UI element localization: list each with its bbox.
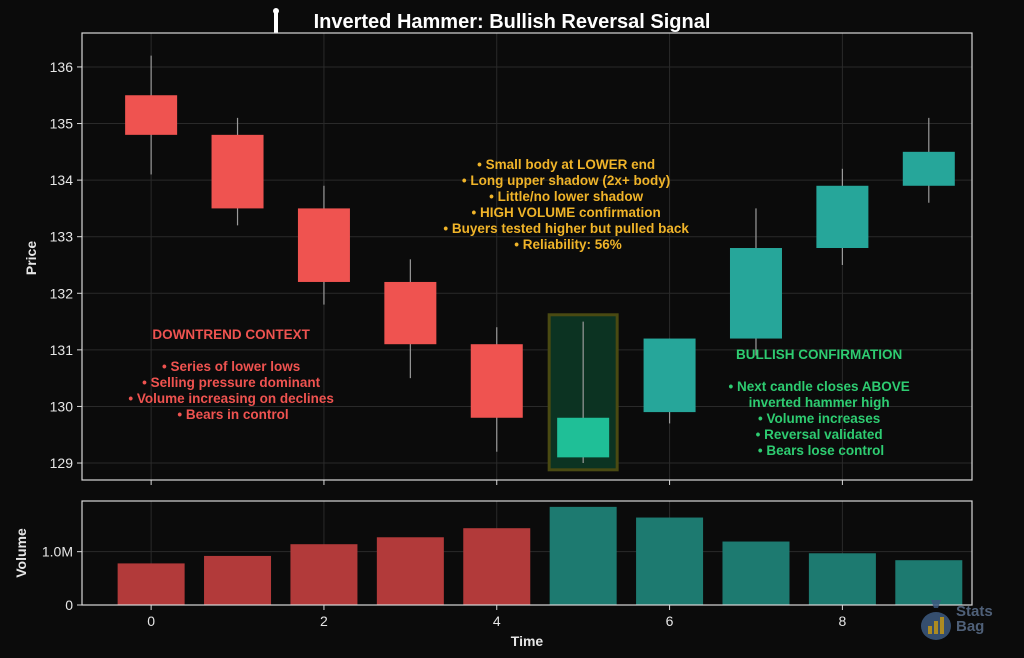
volume-frame — [81, 500, 973, 606]
pattern-notes: • Small body at LOWER end • Long upper s… — [443, 157, 692, 252]
bullish-point: • Volume increases — [758, 411, 880, 426]
price-tick-label: 132 — [50, 285, 74, 301]
price-frame — [81, 32, 973, 481]
watermark-line1: Stats — [956, 603, 993, 620]
time-tick-label: 8 — [838, 613, 846, 629]
pattern-note: • Buyers tested higher but pulled back — [443, 221, 689, 236]
price-axis-label: Price — [23, 241, 39, 275]
price-plot-area — [82, 33, 972, 480]
time-axis-label: Time — [511, 633, 544, 649]
price-tick-label: 131 — [50, 342, 74, 358]
candle-body — [125, 95, 178, 135]
candle-body — [643, 338, 696, 413]
watermark-text: Stats Bag — [956, 604, 993, 634]
bullish-point: • Reversal validated — [756, 427, 883, 442]
chart-title: Inverted Hammer: Bullish Reversal Signal — [314, 11, 711, 33]
bullish-point: inverted hammer high — [749, 395, 890, 410]
volume-bar — [808, 553, 876, 605]
volume-bar — [117, 563, 185, 605]
volume-bar — [376, 537, 444, 605]
downtrend-point: • Volume increasing on declines — [128, 391, 334, 406]
candle-body — [297, 208, 350, 282]
downtrend-title: DOWNTREND CONTEXT — [152, 327, 310, 342]
volume-bar — [204, 555, 272, 605]
price-tick-label: 136 — [50, 59, 74, 75]
candle-body — [384, 281, 437, 345]
volume-panel: 0 1.0M 0 2 4 6 8 — [42, 500, 973, 629]
candle-body — [816, 185, 869, 249]
volume-bar — [290, 544, 358, 605]
price-panel: 129 130 131 132 133 134 135 136 — [50, 32, 973, 485]
price-tick-label: 134 — [50, 172, 74, 188]
time-tick-label: 2 — [320, 613, 328, 629]
volume-tick-label: 1.0M — [42, 544, 73, 560]
candle-body — [470, 344, 523, 418]
time-tick-label: 0 — [147, 613, 155, 629]
price-tick-label: 133 — [50, 229, 74, 245]
price-tick-label: 130 — [50, 398, 74, 414]
time-tick-label: 4 — [493, 613, 501, 629]
money-bag-icon — [921, 600, 951, 640]
volume-bar — [895, 560, 963, 605]
candle-body — [902, 151, 955, 186]
stats-bag-watermark: Stats Bag — [918, 596, 1018, 646]
downtrend-point: • Selling pressure dominant — [142, 375, 321, 390]
volume-bar — [549, 506, 617, 605]
volume-bar — [636, 517, 704, 605]
volume-bar — [463, 528, 531, 605]
bullish-point: • Bears lose control — [758, 443, 884, 458]
pattern-note: • Reliability: 56% — [514, 237, 622, 252]
pattern-note: • Small body at LOWER end — [477, 157, 655, 172]
candle-body — [729, 248, 782, 339]
volume-tick-label: 0 — [65, 597, 73, 613]
time-tick-label: 6 — [666, 613, 674, 629]
bullish-title: BULLISH CONFIRMATION — [736, 347, 902, 362]
volume-bar — [722, 541, 790, 605]
downtrend-point: • Bears in control — [177, 407, 288, 422]
pattern-note: • Long upper shadow (2x+ body) — [462, 173, 670, 188]
volume-axis-label: Volume — [13, 528, 29, 578]
pattern-note: • Little/no lower shadow — [489, 189, 643, 204]
bullish-confirmation: BULLISH CONFIRMATION • Next candle close… — [728, 347, 913, 458]
price-tick-label: 129 — [50, 455, 74, 471]
downtrend-context: DOWNTREND CONTEXT • Series of lower lows… — [128, 327, 337, 422]
downtrend-point: • Series of lower lows — [162, 359, 300, 374]
bullish-point: • Next candle closes ABOVE — [728, 379, 909, 394]
candle-body — [211, 134, 264, 209]
pattern-note: • HIGH VOLUME confirmation — [472, 205, 661, 220]
watermark-line2: Bag — [956, 618, 985, 635]
candle-body — [557, 417, 610, 458]
price-tick-label: 135 — [50, 116, 74, 132]
